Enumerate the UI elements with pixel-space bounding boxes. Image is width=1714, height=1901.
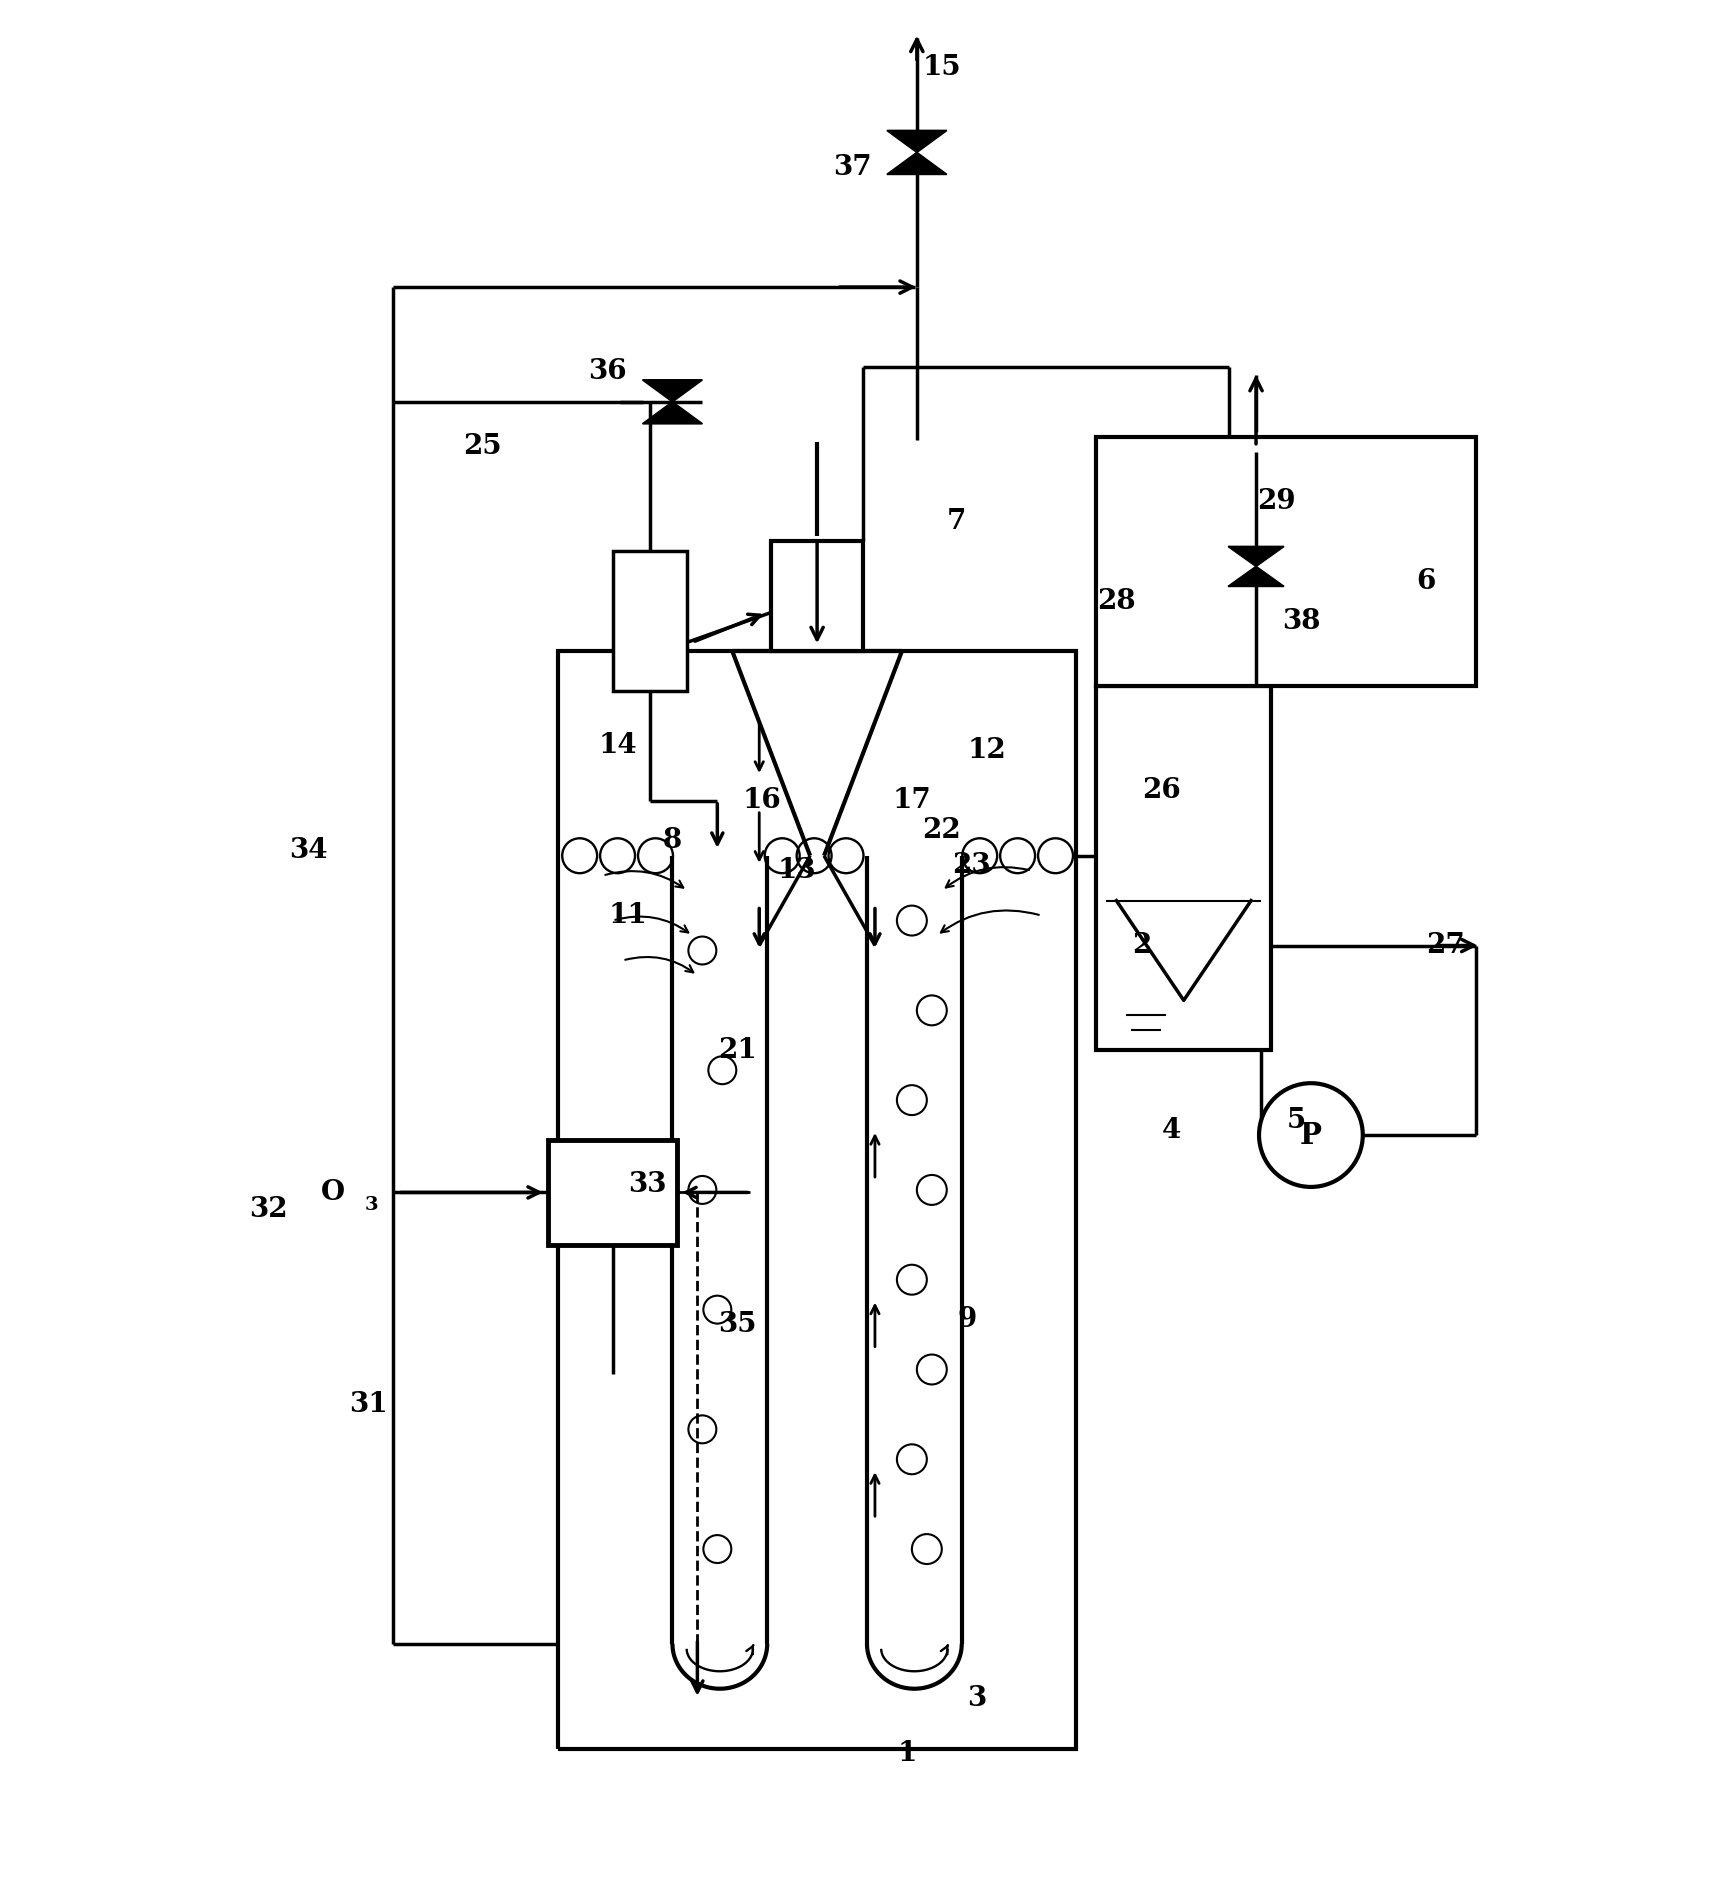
Text: 33: 33 — [629, 1171, 667, 1198]
Polygon shape — [886, 131, 946, 152]
Circle shape — [1260, 1084, 1363, 1186]
Text: 23: 23 — [953, 852, 991, 878]
Text: 21: 21 — [718, 1036, 756, 1065]
Text: 4: 4 — [1162, 1116, 1181, 1144]
Text: 2: 2 — [1131, 931, 1152, 958]
Text: 31: 31 — [350, 1392, 387, 1418]
Text: 17: 17 — [893, 787, 931, 814]
Bar — [1097, 686, 1272, 1049]
Text: 27: 27 — [1426, 931, 1465, 958]
Bar — [548, 1141, 677, 1245]
Text: 9: 9 — [956, 1306, 977, 1333]
Text: 29: 29 — [1256, 489, 1296, 515]
Text: 12: 12 — [967, 738, 1006, 764]
Text: 1: 1 — [896, 1739, 917, 1768]
Polygon shape — [643, 401, 703, 424]
Text: O: O — [321, 1179, 345, 1205]
Text: 3: 3 — [967, 1684, 986, 1713]
Text: 34: 34 — [290, 836, 327, 865]
Text: 38: 38 — [1282, 608, 1320, 635]
Text: 26: 26 — [1142, 778, 1181, 804]
Polygon shape — [643, 380, 703, 401]
Text: 14: 14 — [598, 732, 638, 760]
Text: 7: 7 — [948, 508, 967, 534]
Text: 13: 13 — [778, 857, 816, 884]
Bar — [1097, 437, 1476, 686]
Text: P: P — [1299, 1120, 1321, 1150]
Bar — [771, 542, 862, 652]
Text: 8: 8 — [663, 827, 682, 854]
Text: 25: 25 — [463, 433, 502, 460]
Text: 16: 16 — [742, 787, 782, 814]
Text: 28: 28 — [1097, 587, 1136, 614]
Text: 35: 35 — [718, 1312, 756, 1338]
Bar — [612, 551, 687, 692]
Text: 5: 5 — [1286, 1106, 1306, 1133]
Text: 3: 3 — [365, 1196, 379, 1215]
Text: 36: 36 — [588, 359, 627, 386]
Text: 32: 32 — [249, 1196, 288, 1224]
Polygon shape — [1229, 546, 1284, 566]
Polygon shape — [1229, 566, 1284, 586]
Text: 15: 15 — [922, 53, 962, 82]
Text: 22: 22 — [922, 817, 962, 844]
Text: 6: 6 — [1416, 568, 1435, 595]
Text: 37: 37 — [833, 154, 871, 181]
Polygon shape — [886, 152, 946, 175]
Text: 11: 11 — [608, 903, 646, 930]
